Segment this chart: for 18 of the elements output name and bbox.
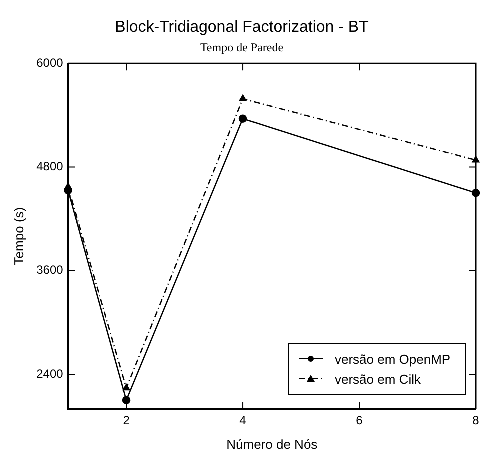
legend-label: versão em Cilk [335,372,421,386]
y-tick-label: 3600 [36,263,64,278]
point [122,384,130,391]
x-tick-label: 6 [356,414,364,428]
y-tick-label: 6000 [36,56,64,70]
x-tick-label: 2 [123,414,130,428]
x-tick-label: 4 [240,414,247,428]
point [122,396,131,405]
y-tick-label: 2400 [36,366,64,381]
point [239,94,247,102]
chart-subtitle: Tempo de Parede [200,40,284,55]
x-tick-label: 8 [472,414,480,428]
x-axis-title: Número de Nós [226,436,318,452]
y-axis-title: Tempo (s) [11,207,26,266]
legend-label: versão em OpenMP [335,352,451,366]
point [238,114,248,124]
chart-title: Block-Tridiagonal Factorization - BT [115,19,370,36]
y-tick-label: 4800 [36,160,64,174]
